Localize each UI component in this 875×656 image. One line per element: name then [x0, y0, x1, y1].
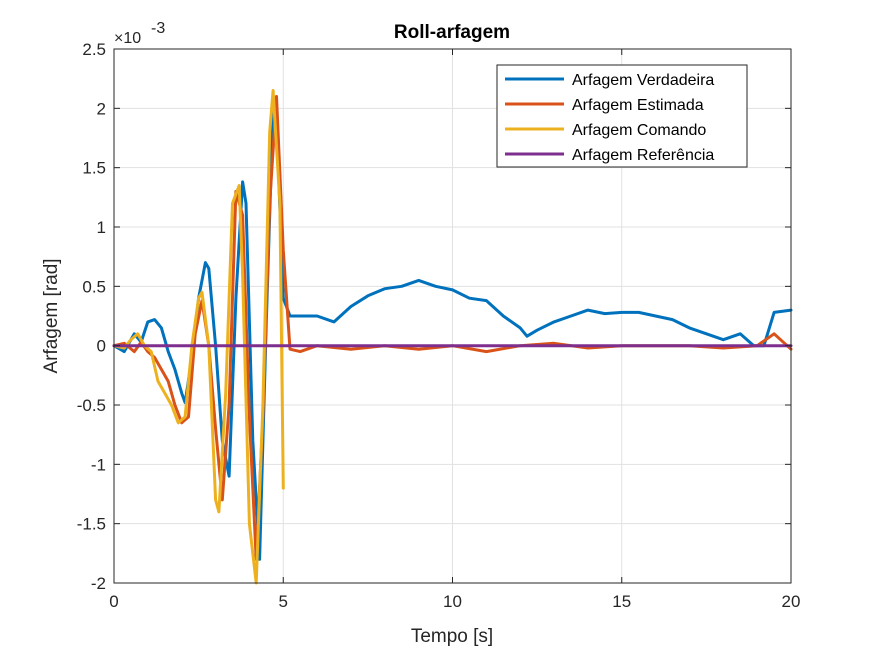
legend-label: Arfagem Verdadeira: [572, 72, 714, 89]
y-exponent-base: ×10: [114, 30, 141, 47]
y-tick-label: -0.5: [77, 396, 106, 415]
legend-box: [496, 64, 748, 168]
y-tick-label: -1.5: [77, 515, 106, 534]
legend-label: Arfagem Referência: [572, 147, 714, 164]
y-axis-label: Arfagem [rad]: [41, 258, 62, 373]
axis-ticks: 0 5 10 15 20 -2 -1.5 -1 -0.5 0 0.5 1 1.5 2 2.5: [77, 40, 801, 611]
y-tick-label: 2.5: [82, 40, 106, 59]
chart-title: Roll-arfagem: [394, 22, 510, 43]
series-line: [112, 106, 793, 561]
y-tick-label: 0.5: [82, 277, 106, 296]
x-tick-label: 0: [109, 592, 118, 611]
legend-label: Arfagem Estimada: [572, 97, 704, 114]
y-tick-label: -1: [91, 455, 106, 474]
y-tick-label: 0: [97, 337, 106, 356]
y-exponent-power: -3: [151, 20, 165, 37]
x-tick-label: 20: [782, 592, 801, 611]
x-axis-label: Tempo [s]: [411, 626, 493, 647]
series-lines: [112, 89, 793, 585]
y-tick-label: -2: [91, 574, 106, 593]
x-tick-label: 5: [279, 592, 288, 611]
series-line: [112, 89, 285, 585]
legend-label: Arfagem Comando: [572, 122, 706, 139]
x-tick-label: 10: [443, 592, 462, 611]
y-tick-label: 1.5: [82, 159, 106, 178]
y-tick-label: 1: [97, 218, 106, 237]
x-tick-label: 15: [612, 592, 631, 611]
legend: Arfagem Verdadeira Arfagem Estimada Arfage…: [496, 64, 748, 168]
y-tick-label: 2: [97, 99, 106, 118]
